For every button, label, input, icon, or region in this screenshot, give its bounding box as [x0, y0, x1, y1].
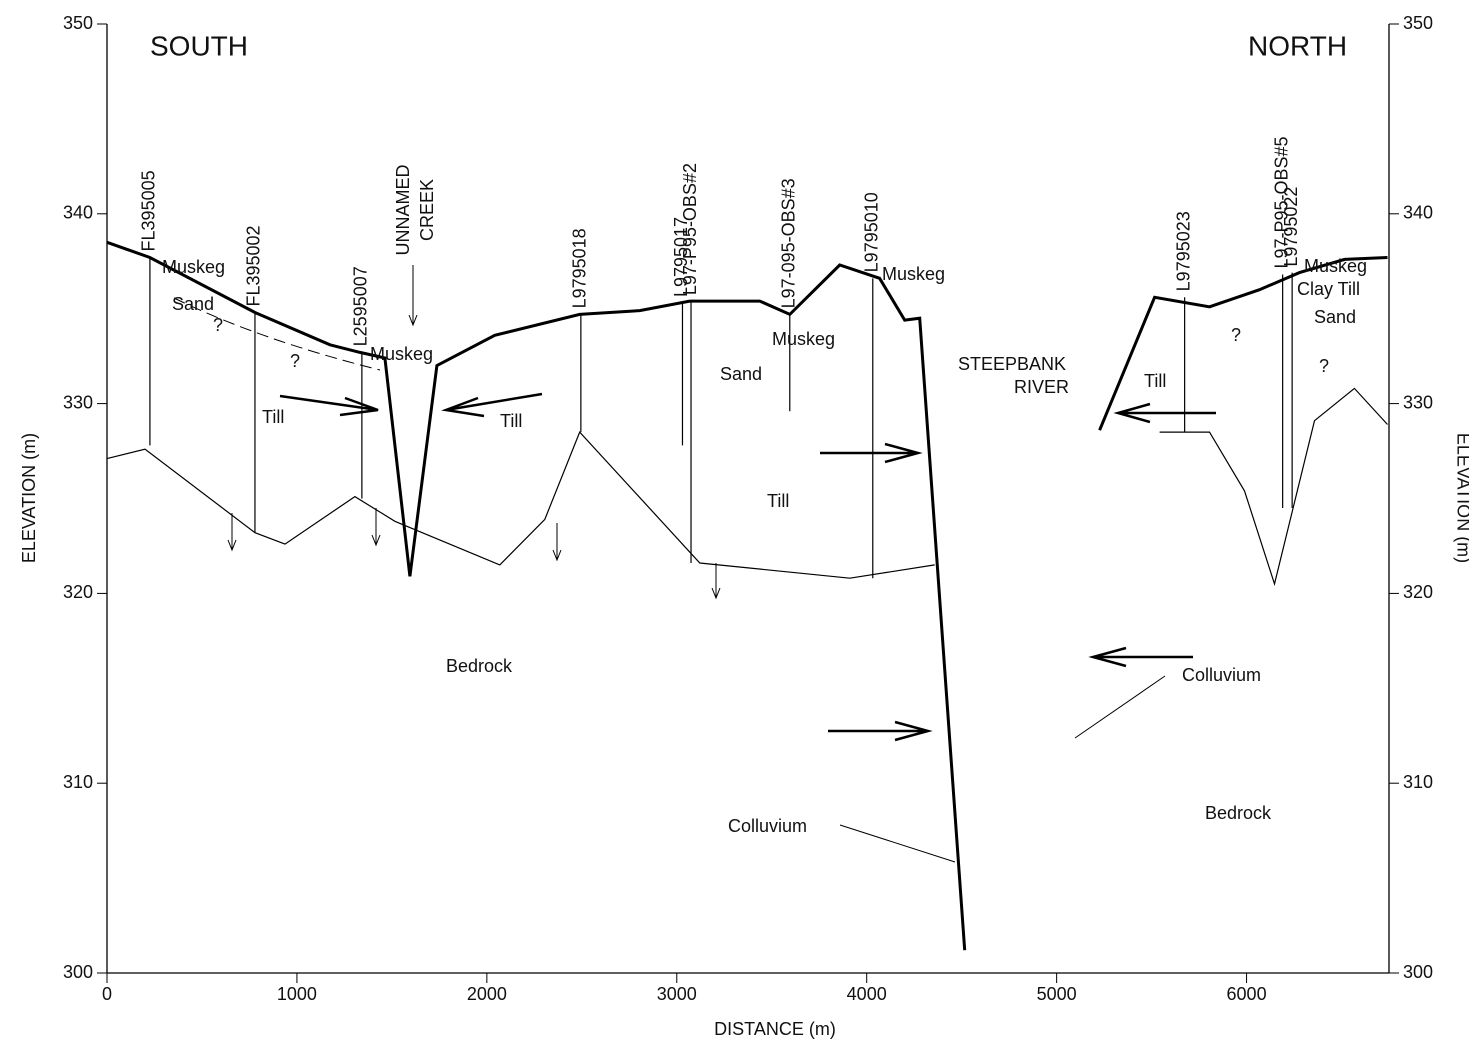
arrow — [820, 444, 918, 462]
x-tick-label: 1000 — [277, 984, 317, 1004]
x-tick-label: 4000 — [847, 984, 887, 1004]
arrow — [372, 508, 380, 545]
annotation: Muskeg — [370, 344, 433, 364]
y-tick-label: 350 — [63, 13, 93, 33]
y2-tick-label: 320 — [1403, 582, 1433, 602]
y2-tick-label: 340 — [1403, 203, 1433, 223]
annotation: Sand — [1314, 307, 1356, 327]
annotation: ? — [290, 351, 300, 371]
annotation: NORTH — [1248, 30, 1347, 61]
x-tick-label: 3000 — [657, 984, 697, 1004]
annotation: Colluvium — [728, 816, 807, 836]
bedrock-surface — [107, 388, 1388, 584]
x-tick-label: 6000 — [1227, 984, 1267, 1004]
arrow — [553, 523, 561, 560]
annotation: UNNAMED — [393, 164, 413, 255]
borehole-label: L9795023 — [1173, 211, 1193, 291]
arrow — [280, 396, 378, 415]
x-axis-title: DISTANCE (m) — [714, 1019, 836, 1039]
y2-tick-label: 350 — [1403, 13, 1433, 33]
ground-surface — [107, 242, 1388, 950]
borehole-label: L9795022 — [1281, 187, 1301, 267]
flow-arrows — [280, 394, 1216, 740]
chart: DISTANCE (m) ELEVATION (m) ELEVATION (m)… — [0, 0, 1469, 1044]
annotation: CREEK — [417, 179, 437, 241]
borehole-label: L9795010 — [862, 192, 882, 272]
arrow — [712, 563, 720, 598]
y-tick-label: 310 — [63, 772, 93, 792]
y-tick-label: 320 — [63, 582, 93, 602]
borehole-label: L2595007 — [351, 266, 371, 346]
x-tick-label: 0 — [102, 984, 112, 1004]
annotation: Muskeg — [1304, 256, 1367, 276]
annotation: ? — [1231, 325, 1241, 345]
annotation: Muskeg — [772, 329, 835, 349]
y2-tick-label: 310 — [1403, 772, 1433, 792]
annotation: Muskeg — [882, 264, 945, 284]
y-axis-title: ELEVATION (m) — [19, 433, 39, 563]
annotation: Till — [1144, 371, 1166, 391]
annotation: ? — [1319, 356, 1329, 376]
annotation: Till — [262, 407, 284, 427]
leader — [1075, 676, 1165, 738]
y2-tick-label: 330 — [1403, 392, 1433, 412]
arrow — [446, 394, 542, 416]
annotation: ? — [213, 315, 223, 335]
borehole-label: FL395005 — [139, 170, 159, 251]
annotation: Till — [500, 411, 522, 431]
annotation: Till — [767, 491, 789, 511]
annotation: Colluvium — [1182, 665, 1261, 685]
y-tick-label: 330 — [63, 392, 93, 412]
x-tick-label: 5000 — [1037, 984, 1077, 1004]
y-tick-label: 340 — [63, 203, 93, 223]
y2-axis-title: ELEVATION (m) — [1453, 433, 1469, 563]
leader — [840, 825, 955, 862]
annotation: Sand — [172, 294, 214, 314]
arrow — [228, 513, 236, 550]
annotation: Muskeg — [162, 257, 225, 277]
annotation: Bedrock — [1205, 803, 1272, 823]
page: DISTANCE (m) ELEVATION (m) ELEVATION (m)… — [0, 0, 1469, 1044]
x-tick-label: 2000 — [467, 984, 507, 1004]
annotation: STEEPBANK — [958, 354, 1066, 374]
arrow — [409, 265, 417, 325]
arrow — [1118, 404, 1216, 422]
annotation: Clay Till — [1297, 279, 1360, 299]
arrow — [828, 722, 928, 740]
y-tick-label: 300 — [63, 962, 93, 982]
annotation: RIVER — [1014, 377, 1069, 397]
annotation: Sand — [720, 364, 762, 384]
y2-tick-label: 300 — [1403, 962, 1433, 982]
borehole-label: L9795018 — [570, 228, 590, 308]
annotation: SOUTH — [150, 30, 248, 61]
borehole-label: L97-095-OBS#3 — [779, 178, 799, 308]
annotation: Bedrock — [446, 656, 513, 676]
borehole-label: FL395002 — [244, 225, 264, 306]
arrow — [1093, 648, 1193, 666]
borehole-label: L97-P95-OBS#2 — [680, 163, 700, 295]
